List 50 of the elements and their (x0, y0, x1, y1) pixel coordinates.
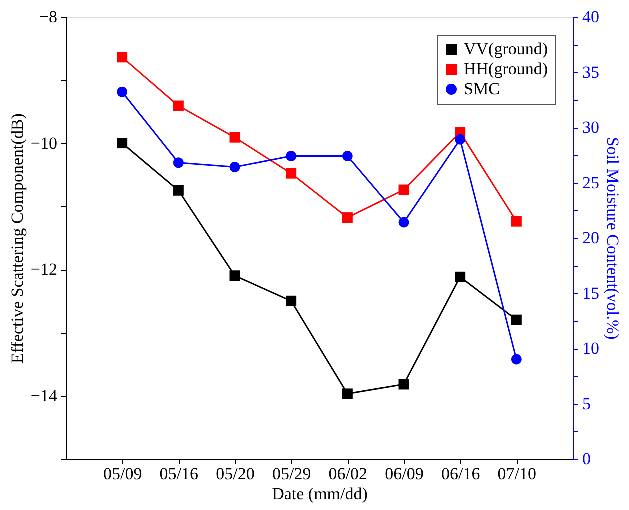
y2-tick-label: 40 (582, 8, 600, 26)
y-tick-label: −14 (30, 386, 58, 406)
x-tick-label: 05/29 (272, 464, 312, 484)
y-axis-title: Effective Scattering Component(dB) (8, 114, 27, 364)
y-tick-label: −10 (30, 134, 58, 153)
point (286, 296, 297, 306)
y2-tick-label: 10 (582, 339, 600, 358)
x-tick-label: 06/09 (385, 464, 424, 484)
y2-tick-label: 0 (582, 450, 591, 468)
point (173, 158, 184, 168)
y2-tick-label: 25 (582, 173, 600, 192)
point (230, 270, 240, 282)
point (342, 212, 353, 224)
y-tick-label: −12 (30, 260, 58, 280)
x-tick-label: 06/16 (441, 464, 480, 484)
y2-tick-label: 20 (582, 228, 600, 248)
y2-tick-label: 15 (582, 284, 600, 303)
x-tick-label: 05/20 (216, 464, 255, 484)
point (286, 168, 297, 179)
point (230, 132, 240, 143)
legend-label: VV(ground) (464, 40, 548, 58)
point (455, 272, 466, 282)
y2-tick-label: 5 (582, 394, 591, 414)
point (455, 134, 466, 145)
x-axis-title: Date (mm/dd) (272, 484, 368, 504)
point (342, 388, 353, 400)
y2-axis-title: Soil Moisture Content(vol.%) (604, 137, 622, 340)
point (173, 185, 184, 196)
y2-tick-label: 30 (582, 118, 600, 137)
point (398, 217, 410, 228)
point (117, 52, 128, 63)
point (117, 86, 128, 98)
x-tick-label: 05/09 (103, 464, 142, 484)
point (230, 162, 240, 173)
x-tick-label: 07/10 (498, 464, 537, 484)
x-tick-label: 06/02 (328, 464, 368, 484)
y-tick-label: −8 (39, 8, 58, 26)
point (342, 150, 353, 162)
point (511, 216, 522, 227)
point (398, 184, 410, 196)
point (511, 314, 522, 326)
y2-tick-label: 35 (582, 62, 600, 82)
point (173, 100, 184, 112)
point (511, 354, 522, 365)
point (117, 138, 128, 149)
x-tick-label: 05/16 (160, 464, 199, 484)
point (286, 150, 297, 162)
point (398, 379, 410, 390)
legend-label: SMC (464, 80, 500, 98)
legend-label: HH(ground) (464, 60, 548, 78)
